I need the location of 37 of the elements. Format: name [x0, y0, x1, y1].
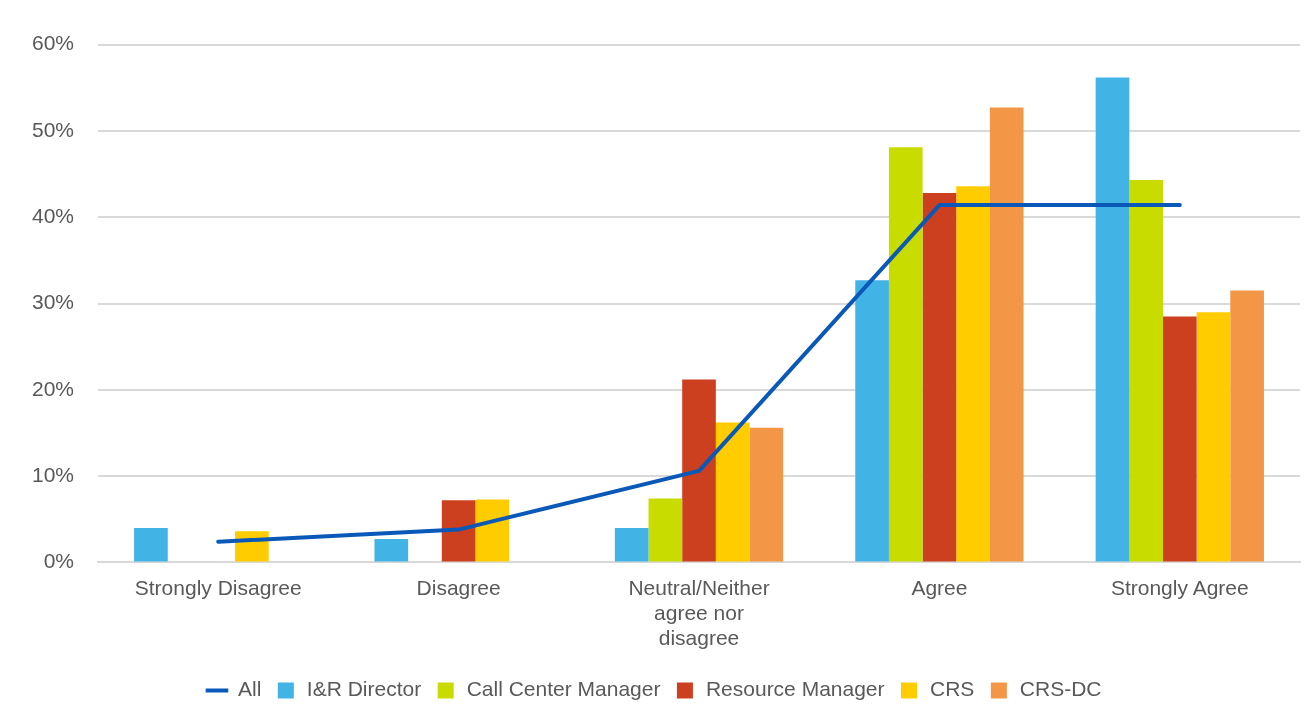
- bar: [715, 422, 750, 562]
- bar: [682, 379, 716, 562]
- bar: [956, 186, 990, 562]
- y-tick-label: 0%: [43, 549, 75, 573]
- bar: [134, 527, 168, 562]
- x-tick-label: Strongly Disagree: [134, 575, 302, 599]
- y-tick-label: 30%: [32, 290, 75, 314]
- legend-label: CRS-DC: [1019, 677, 1102, 701]
- bar: [1162, 316, 1197, 562]
- bar: [441, 500, 476, 562]
- bar: [374, 539, 409, 562]
- bar: [614, 527, 649, 562]
- legend-label: All: [237, 677, 262, 701]
- legend-label: CRS: [930, 677, 975, 701]
- bar: [648, 498, 683, 562]
- legend-label: I&R Director: [306, 677, 422, 701]
- bar: [475, 499, 510, 562]
- x-tick-label: Neutral/Neither agree nor disagree: [628, 575, 770, 650]
- bar: [1095, 77, 1130, 562]
- legend-label: Resource Manager: [705, 677, 885, 701]
- y-tick-label: 40%: [32, 204, 75, 227]
- y-tick-label: 50%: [32, 117, 75, 141]
- bar: [749, 427, 784, 562]
- y-tick-label: 10%: [32, 462, 75, 486]
- bar: [855, 280, 889, 562]
- bar: [1196, 312, 1231, 562]
- legend-label: Call Center Manager: [466, 677, 661, 701]
- bar: [922, 193, 957, 562]
- y-tick-label: 20%: [32, 376, 75, 400]
- bar: [888, 147, 923, 562]
- y-tick-label: 60%: [32, 31, 75, 55]
- x-tick-label: Agree: [911, 575, 968, 599]
- bar: [1230, 290, 1264, 562]
- bar: [989, 107, 1024, 562]
- x-tick-label: Strongly Agree: [1110, 575, 1249, 599]
- bar: [1129, 180, 1163, 562]
- x-tick-label: Disagree: [416, 575, 501, 599]
